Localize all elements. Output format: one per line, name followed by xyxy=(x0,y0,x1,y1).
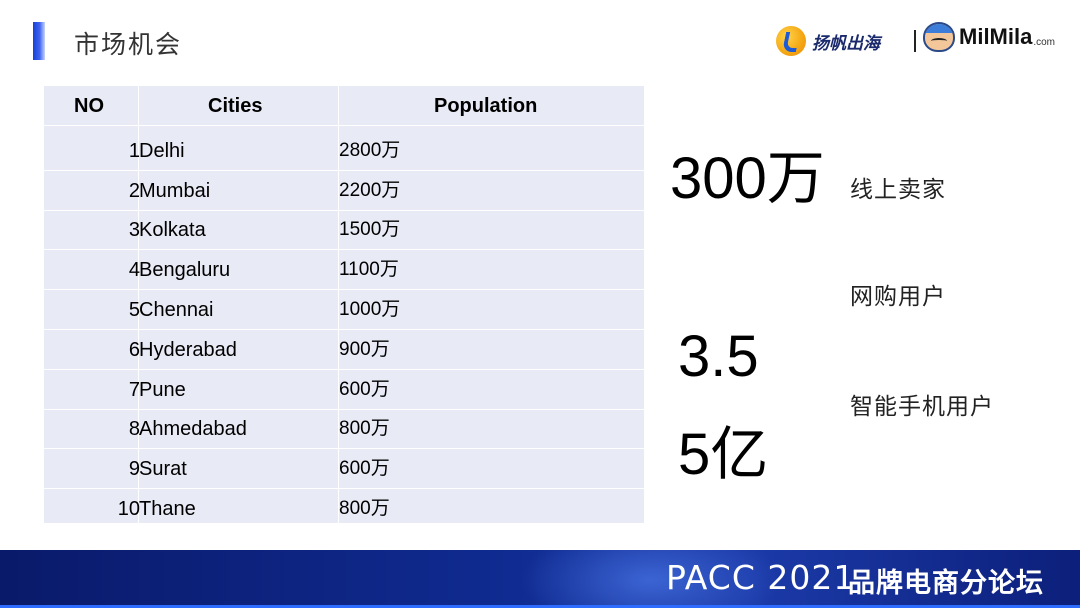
row-number: 3 xyxy=(128,219,140,241)
milmila-logo-text: MilMila xyxy=(959,24,1033,49)
row-number: 1 xyxy=(128,140,140,162)
row-city: Thane xyxy=(139,498,196,520)
yangfan-logo-icon xyxy=(776,26,806,56)
row-number: 10 xyxy=(117,498,140,520)
sellers-label: 线上卖家 xyxy=(850,177,946,203)
table-row: 10 Thane 800万 xyxy=(44,489,644,529)
row-city: Ahmedabad xyxy=(139,418,247,440)
column-header-no: NO xyxy=(74,95,104,117)
row-number: 7 xyxy=(128,379,140,401)
row-city: Bengaluru xyxy=(139,259,231,281)
smartphone-users-label: 智能手机用户 xyxy=(850,394,994,420)
table-row: 6 Hyderabad 900万 xyxy=(44,330,644,370)
event-name: PACC 2021 xyxy=(666,558,856,597)
logo-divider xyxy=(914,30,916,52)
table-row: 4 Bengaluru 1100万 xyxy=(44,250,644,290)
row-city: Surat xyxy=(139,458,187,480)
row-population: 800万 xyxy=(339,498,390,519)
table-row: 1 Delhi 2800万 xyxy=(44,131,644,171)
smartphone-users-value: 5亿 xyxy=(678,422,769,487)
table-row: 5 Chennai 1000万 xyxy=(44,290,644,330)
row-population: 600万 xyxy=(339,379,390,400)
row-city: Mumbai xyxy=(139,180,211,202)
row-city: Hyderabad xyxy=(139,339,237,361)
yangfan-logo: 扬帆出海 xyxy=(776,24,880,58)
row-population: 1000万 xyxy=(339,299,401,320)
row-number: 6 xyxy=(128,339,140,361)
milmila-logo: MilMila .com xyxy=(923,22,1055,52)
row-city: Chennai xyxy=(139,299,214,321)
table-header-row: NO Cities Population xyxy=(44,86,644,126)
row-population: 800万 xyxy=(339,418,390,439)
title-accent-bar xyxy=(33,22,45,60)
row-city: Pune xyxy=(139,379,186,401)
row-population: 1100万 xyxy=(339,259,399,280)
table-divider xyxy=(138,86,139,523)
row-number: 4 xyxy=(128,259,140,281)
column-header-cities: Cities xyxy=(208,95,263,117)
row-number: 8 xyxy=(128,418,140,440)
row-number: 5 xyxy=(128,299,140,321)
city-population-table: NO Cities Population 1 Delhi 2800万 2 Mum… xyxy=(44,86,644,529)
milmila-mascot-icon xyxy=(923,22,955,52)
sellers-value: 300万 xyxy=(670,146,825,211)
row-population: 2800万 xyxy=(339,140,401,161)
row-population: 900万 xyxy=(339,339,390,360)
table-divider xyxy=(338,86,339,523)
row-city: Kolkata xyxy=(139,219,206,241)
row-number: 9 xyxy=(128,458,140,480)
row-population: 600万 xyxy=(339,458,390,479)
row-number: 2 xyxy=(128,180,140,202)
footer-banner xyxy=(0,550,1080,608)
table-row: 7 Pune 600万 xyxy=(44,370,644,410)
column-header-population: Population xyxy=(434,95,538,117)
table-row: 2 Mumbai 2200万 xyxy=(44,171,644,211)
row-population: 1500万 xyxy=(339,219,401,240)
table-row: 3 Kolkata 1500万 xyxy=(44,210,644,250)
yangfan-logo-text: 扬帆出海 xyxy=(812,33,880,54)
milmila-logo-suffix: .com xyxy=(1033,36,1056,48)
row-city: Delhi xyxy=(139,140,185,162)
table-row: 9 Surat 600万 xyxy=(44,449,644,489)
forum-name: 品牌电商分论坛 xyxy=(848,568,1044,599)
table-row: 8 Ahmedabad 800万 xyxy=(44,409,644,449)
row-population: 2200万 xyxy=(339,180,401,201)
shoppers-value: 3.5 xyxy=(678,324,759,389)
online-shoppers-label: 网购用户 xyxy=(850,284,946,310)
page-title: 市场机会 xyxy=(74,30,183,59)
